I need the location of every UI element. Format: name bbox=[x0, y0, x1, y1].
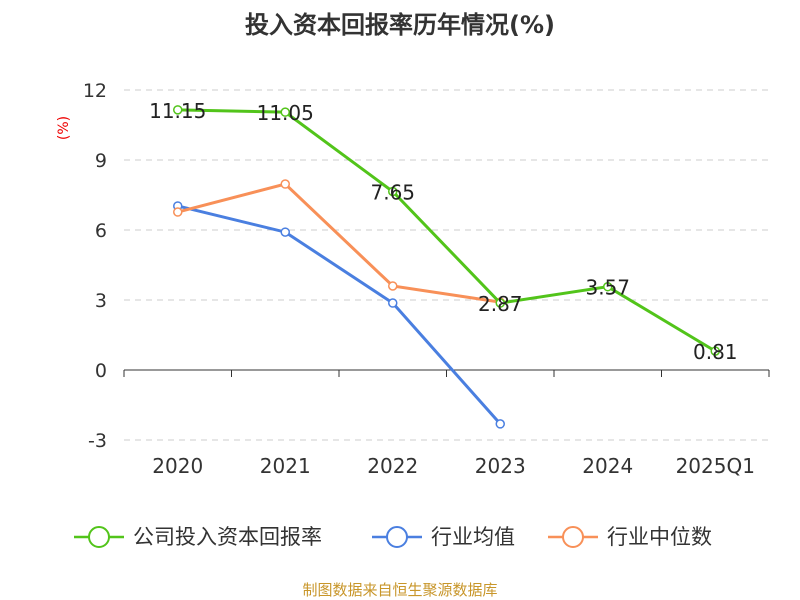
legend-label: 行业均值 bbox=[431, 525, 515, 549]
x-tick-label: 2020 bbox=[152, 454, 203, 478]
data-point[interactable] bbox=[603, 281, 613, 292]
data-label: 11.15 bbox=[149, 99, 206, 123]
data-point[interactable] bbox=[495, 298, 505, 308]
data-point[interactable] bbox=[388, 281, 398, 291]
data-point[interactable] bbox=[710, 346, 720, 356]
data-point[interactable] bbox=[173, 105, 183, 115]
y-tick-label: 0 bbox=[95, 360, 107, 382]
y-tick-label: 6 bbox=[95, 220, 107, 242]
data-point[interactable] bbox=[388, 186, 398, 197]
data-point[interactable] bbox=[280, 227, 290, 237]
legend-item[interactable]: 公司投入资本回报率 bbox=[74, 525, 322, 549]
data-label: 3.57 bbox=[585, 276, 630, 300]
data-point[interactable] bbox=[280, 107, 290, 117]
legend-label: 行业中位数 bbox=[607, 525, 712, 549]
x-tick-label: 2023 bbox=[475, 454, 526, 478]
legend-marker-icon bbox=[562, 526, 584, 548]
source-note: 制图数据来自恒生聚源数据库 bbox=[302, 581, 497, 599]
series-line bbox=[177, 108, 717, 353]
data-label: 2.87 bbox=[478, 292, 523, 316]
x-tick-label: 2025Q1 bbox=[676, 454, 755, 478]
legend-item[interactable]: 行业均值 bbox=[372, 525, 515, 549]
x-tick-label: 2024 bbox=[582, 454, 633, 478]
data-point[interactable] bbox=[173, 207, 183, 217]
data-point[interactable] bbox=[388, 298, 398, 308]
data-point[interactable] bbox=[495, 419, 505, 429]
data-label: 7.65 bbox=[370, 181, 415, 205]
x-tick-label: 2022 bbox=[367, 454, 418, 478]
data-point[interactable] bbox=[280, 179, 290, 189]
series-line bbox=[177, 204, 502, 425]
legend-item[interactable]: 行业中位数 bbox=[548, 525, 712, 549]
chart-title: 投入资本回报率历年情况(%) bbox=[245, 11, 555, 39]
legend-label: 公司投入资本回报率 bbox=[133, 525, 322, 549]
legend-marker-icon bbox=[88, 526, 110, 548]
legend-marker-icon bbox=[386, 526, 408, 548]
y-tick-label: 9 bbox=[95, 150, 107, 172]
y-tick-label: -3 bbox=[88, 430, 107, 452]
series-line bbox=[177, 182, 501, 304]
x-tick-label: 2021 bbox=[260, 454, 311, 478]
y-axis-label: (%) bbox=[56, 116, 72, 140]
data-label: 0.81 bbox=[693, 340, 738, 364]
y-tick-label: 3 bbox=[95, 290, 107, 312]
y-tick-label: 12 bbox=[83, 80, 107, 102]
data-label: 11.05 bbox=[257, 101, 314, 125]
